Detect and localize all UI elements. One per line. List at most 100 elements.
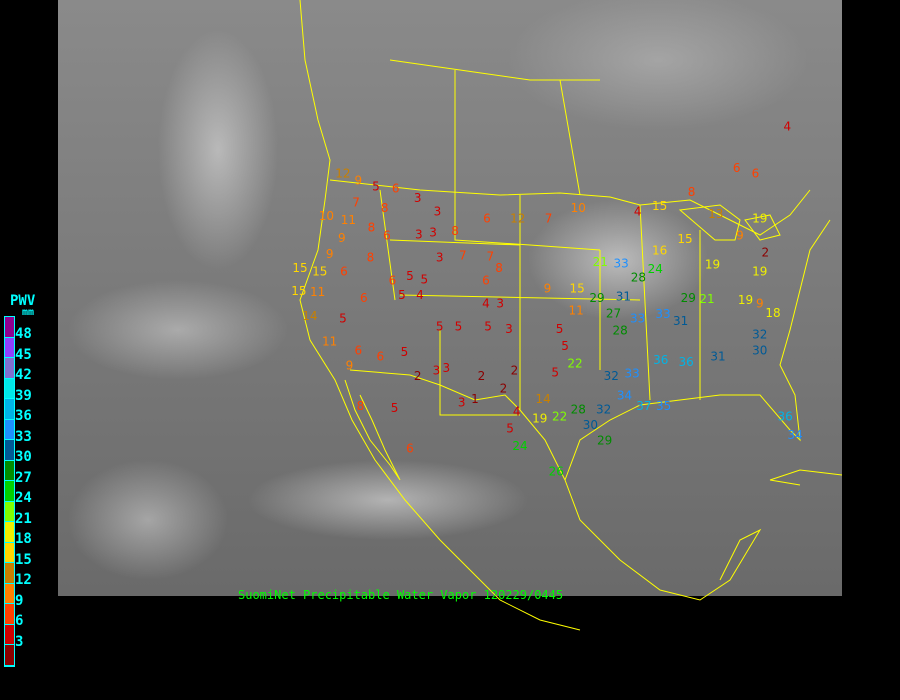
station-pwv-value: 22 [552,409,567,423]
station-pwv-value: 11 [322,335,337,349]
station-pwv-value: 19 [752,264,767,278]
great-lakes [678,204,781,241]
station-pwv-value: 3 [429,225,437,239]
coastline-west [299,0,581,631]
station-pwv-value: 32 [596,402,611,416]
legend-label: 24 [15,490,32,506]
station-pwv-value: 9 [544,282,552,296]
legend-swatch [5,399,14,420]
station-pwv-value: 13 [708,207,723,221]
gulf-coast [564,219,831,481]
legend-swatch [5,378,14,399]
station-pwv-value: 3 [505,322,513,336]
legend-label: 12 [15,572,32,588]
station-pwv-value: 14 [535,392,550,406]
legend-label: 3 [15,633,24,650]
legend-label: 48 [15,326,32,342]
station-pwv-value: 29 [589,291,604,305]
legend-swatch [5,542,14,563]
station-pwv-value: 5 [556,322,564,336]
station-pwv-value: 15 [312,264,327,278]
station-pwv-value: 5 [506,421,514,435]
legend-label: 9 [15,592,24,609]
station-pwv-value: 11 [568,303,583,317]
map-caption: SuomiNet Precipitable Water Vapor 120229… [238,588,564,602]
station-pwv-value: 12 [335,167,350,181]
station-pwv-value: 9 [338,231,346,245]
station-pwv-value: 11 [341,213,356,227]
station-pwv-value: 3 [414,191,422,205]
station-pwv-value: 6 [340,264,348,278]
station-pwv-value: 15 [292,261,307,275]
station-pwv-value: 7 [486,249,494,263]
station-pwv-value: 21 [699,292,714,306]
station-pwv-value: 8 [357,399,365,413]
legend-swatch [5,419,14,440]
legend-swatch [5,337,14,358]
station-pwv-value: 12 [510,211,525,225]
station-pwv-value: 2 [414,369,422,383]
station-pwv-value: 18 [765,306,780,320]
station-pwv-value: 6 [360,291,368,305]
station-pwv-value: 2 [500,382,508,396]
legend-swatch [5,460,14,481]
mexico-coast-south [564,479,762,601]
station-pwv-value: 30 [583,418,598,432]
station-pwv-value: 3 [496,297,504,311]
station-pwv-value: 5 [372,179,380,193]
station-pwv-value: 3 [415,228,423,242]
station-pwv-value: 8 [381,201,389,215]
legend-swatch [5,481,14,502]
station-pwv-value: 9 [756,297,764,311]
station-pwv-value: 4 [513,405,521,419]
station-pwv-value: 29 [597,433,612,447]
station-pwv-value: 8 [368,221,376,235]
station-pwv-value: 24 [648,262,663,276]
legend-label: 15 [15,551,32,568]
station-pwv-value: 14 [302,309,317,323]
station-pwv-value: 5 [551,366,559,380]
station-pwv-value: 15 [570,282,585,296]
station-pwv-value: 4 [482,297,490,311]
station-pwv-value: 5 [391,401,399,415]
station-pwv-value: 9 [346,359,354,373]
legend-unit: mm [22,307,35,318]
station-pwv-value: 8 [451,224,459,238]
cuba [769,469,843,486]
station-pwv-value: 6 [383,229,391,243]
station-pwv-value: 5 [484,320,492,334]
station-pwv-value: 10 [319,209,334,223]
station-pwv-value: 4 [416,288,424,302]
station-pwv-value: 29 [681,291,696,305]
station-pwv-value: 2 [761,245,769,259]
legend-swatch [5,440,14,461]
baja-coast [344,379,401,481]
legend-label: 36 [15,408,32,424]
station-pwv-value: 15 [291,284,306,298]
station-pwv-value: 5 [406,269,414,283]
station-pwv-value: 11 [310,285,325,299]
station-pwv-value: 6 [733,161,741,175]
legend-label: 21 [15,510,32,527]
station-pwv-value: 5 [455,320,463,334]
legend-swatch [5,317,14,338]
station-pwv-value: 6 [752,167,760,181]
station-pwv-value: 24 [512,439,527,453]
legend-label: 39 [15,387,32,404]
station-pwv-value: 7 [352,195,360,209]
station-pwv-value: 31 [673,314,688,328]
station-pwv-value: 28 [631,271,646,285]
state-lines [379,59,701,416]
political-boundaries [299,0,843,631]
station-pwv-value: 37 [636,399,651,413]
station-pwv-value: 5 [339,312,347,326]
station-pwv-value: 32 [752,328,767,342]
legend-swatch [5,583,14,604]
station-pwv-value: 28 [571,402,586,416]
station-pwv-value: 33 [630,312,645,326]
station-pwv-value: 3 [433,363,441,377]
station-pwv-value: 31 [616,290,631,304]
